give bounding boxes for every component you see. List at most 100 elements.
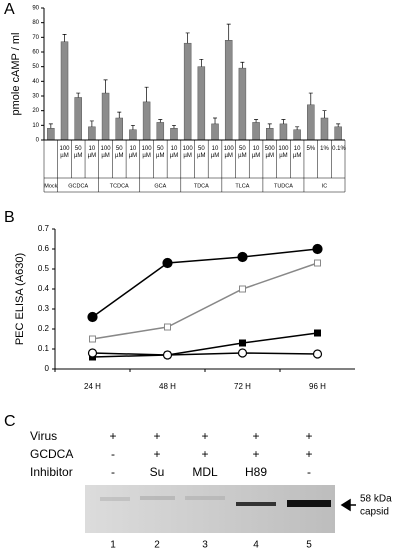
group-label: GCDCA bbox=[68, 183, 88, 189]
error-bar bbox=[308, 92, 313, 105]
series-line bbox=[92, 352, 318, 356]
lane-value: + bbox=[109, 429, 116, 443]
error-bar bbox=[130, 124, 135, 130]
x-tick-label: 10 µM bbox=[210, 146, 220, 159]
error-bar bbox=[295, 126, 300, 130]
error-bar bbox=[62, 34, 67, 42]
bar bbox=[320, 117, 329, 141]
series-line bbox=[92, 262, 318, 340]
y-tick-label: 30 bbox=[32, 94, 39, 100]
bar bbox=[74, 97, 82, 141]
point bbox=[87, 311, 98, 323]
y-tick-label: 0.5 bbox=[38, 264, 50, 273]
y-tick-label: 0.2 bbox=[38, 324, 50, 333]
lane-value: + bbox=[305, 447, 312, 461]
x-tick-label: 48 H bbox=[159, 382, 176, 391]
gel-band bbox=[236, 502, 276, 506]
bar bbox=[156, 122, 165, 141]
error-bar bbox=[117, 111, 122, 118]
bar bbox=[60, 41, 69, 141]
band-label: 58 kDa bbox=[360, 494, 392, 505]
point bbox=[239, 285, 246, 293]
group-label: Mock bbox=[44, 183, 57, 189]
bar bbox=[293, 129, 301, 141]
group-label: IC bbox=[322, 183, 328, 189]
error-bar bbox=[254, 119, 259, 123]
y-tick-label: 50 bbox=[32, 64, 39, 70]
x-tick-label: 100 µM bbox=[223, 146, 234, 159]
x-tick-label: 50 µM bbox=[238, 146, 247, 159]
x-tick-label: 72 H bbox=[234, 382, 251, 391]
error-bar bbox=[48, 123, 53, 129]
panel-label: A bbox=[4, 1, 15, 18]
y-tick-label: 60 bbox=[32, 50, 39, 56]
bar bbox=[211, 123, 219, 141]
x-tick-label: 10 µM bbox=[169, 146, 179, 159]
error-bar bbox=[199, 58, 204, 67]
point bbox=[312, 349, 323, 359]
point bbox=[164, 323, 171, 331]
bar bbox=[238, 67, 247, 141]
y-tick-label: 0.6 bbox=[38, 244, 50, 253]
bar bbox=[129, 129, 137, 141]
error-bar bbox=[267, 123, 272, 129]
y-tick-label: 0.3 bbox=[38, 304, 50, 313]
gel-band bbox=[287, 500, 331, 507]
y-tick-label: 0.1 bbox=[38, 344, 50, 353]
lane-value: - bbox=[307, 465, 311, 479]
y-tick-label: 0.7 bbox=[38, 224, 50, 233]
lane-value: + bbox=[252, 429, 259, 443]
band-label: capsid bbox=[360, 507, 389, 518]
x-tick-label: 100 µM bbox=[100, 146, 111, 159]
series-line bbox=[92, 248, 318, 318]
error-bar bbox=[103, 79, 108, 94]
y-tick-label: 70 bbox=[32, 35, 39, 41]
lane-value: MDL bbox=[192, 465, 218, 479]
x-tick-label: 100 µM bbox=[59, 146, 70, 159]
x-tick-label: 5% bbox=[306, 146, 316, 152]
bar bbox=[279, 123, 288, 141]
y-tick-label: 0 bbox=[45, 364, 50, 373]
lane-value: + bbox=[201, 429, 208, 443]
gel-band bbox=[100, 497, 130, 501]
error-bar bbox=[226, 23, 231, 41]
y-tick-label: 0 bbox=[36, 138, 40, 144]
lane-value: H89 bbox=[245, 465, 267, 479]
y-tick-label: 20 bbox=[32, 108, 39, 114]
x-tick-label: 1% bbox=[320, 146, 329, 152]
error-bar bbox=[158, 119, 163, 123]
x-tick-label: 50 µM bbox=[115, 146, 124, 159]
y-tick-label: 0.4 bbox=[38, 284, 50, 293]
x-tick-label: 100 µM bbox=[278, 146, 289, 159]
bar bbox=[224, 40, 233, 141]
panel-label: C bbox=[4, 413, 16, 430]
row-label: Virus bbox=[30, 429, 57, 443]
x-tick-label: 500 µM bbox=[264, 146, 275, 159]
lane-number: 2 bbox=[154, 540, 160, 551]
error-bar bbox=[240, 61, 245, 69]
lane-value: + bbox=[305, 429, 312, 443]
bar bbox=[183, 42, 192, 141]
y-tick-label: 90 bbox=[32, 6, 39, 12]
lane-value: + bbox=[201, 447, 208, 461]
lane-number: 1 bbox=[110, 540, 116, 551]
row-label: Inhibitor bbox=[30, 465, 73, 479]
point bbox=[162, 350, 173, 360]
group-label: GCA bbox=[154, 183, 166, 189]
error-bar bbox=[185, 32, 190, 44]
y-tick-label: 10 bbox=[32, 123, 39, 129]
lane-value: Su bbox=[150, 465, 165, 479]
point bbox=[314, 259, 321, 267]
x-tick-label: 10 µM bbox=[87, 146, 97, 159]
lane-value: + bbox=[153, 429, 160, 443]
group-label: TUDCA bbox=[274, 183, 293, 189]
x-tick-label: 50 µM bbox=[197, 146, 206, 159]
lane-number: 3 bbox=[202, 540, 208, 551]
x-tick-label: 10 µM bbox=[128, 146, 138, 159]
lane-value: - bbox=[111, 465, 115, 479]
error-bar bbox=[281, 119, 286, 124]
error-bar bbox=[213, 117, 218, 124]
bar bbox=[334, 126, 342, 141]
